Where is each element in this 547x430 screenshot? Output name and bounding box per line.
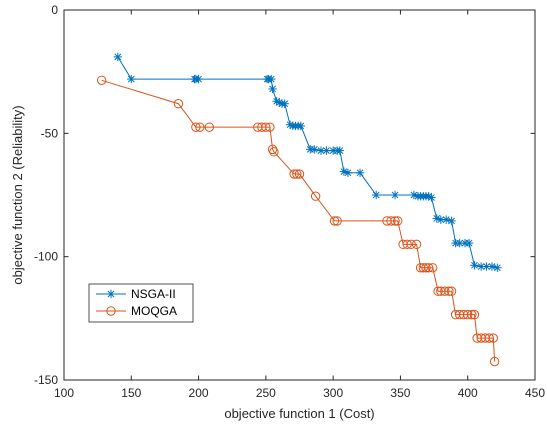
data-point	[127, 74, 136, 84]
data-point	[489, 356, 500, 367]
data-point	[469, 309, 480, 320]
legend-label: NSGA-II	[131, 287, 176, 301]
data-point	[191, 122, 201, 132]
y-tick-label: -100	[34, 250, 58, 264]
legend-entry: MOQGA	[96, 304, 177, 318]
x-tick-label: 150	[121, 386, 141, 400]
data-point	[464, 238, 474, 248]
data-point	[390, 216, 400, 226]
data-point	[173, 99, 184, 109]
data-point	[269, 147, 279, 157]
data-point	[339, 167, 349, 176]
legend-entry: NSGA-II	[96, 287, 176, 301]
data-point	[296, 121, 306, 131]
data-point	[261, 122, 271, 132]
x-tick-label: 450	[525, 386, 545, 400]
y-tick-label: -50	[41, 126, 59, 140]
data-point	[463, 309, 473, 320]
legend-label: MOQGA	[131, 304, 177, 318]
data-point	[470, 261, 479, 270]
x-tick-label: 250	[256, 386, 276, 400]
data-point	[432, 214, 441, 223]
data-point	[194, 74, 203, 84]
data-point	[428, 263, 438, 273]
data-point	[268, 84, 277, 94]
x-tick-label: 100	[54, 386, 74, 400]
data-point	[418, 263, 429, 273]
y-axis-label: objective function 2 (Reliability)	[10, 105, 25, 284]
y-ticks: 0 -50 -100 -150	[34, 3, 535, 387]
data-point	[113, 52, 123, 62]
data-point	[106, 306, 116, 316]
axes-box	[63, 9, 536, 381]
data-point	[487, 262, 497, 271]
data-point	[411, 239, 422, 250]
plot-area	[64, 10, 535, 380]
data-point	[467, 309, 477, 320]
legend-entries: NSGA-II MOQGA	[96, 287, 177, 318]
data-point	[265, 122, 275, 132]
data-point	[440, 286, 450, 296]
data-point	[493, 263, 502, 272]
data-point	[106, 289, 116, 299]
data-point	[390, 190, 400, 200]
x-tick-label: 350	[390, 386, 410, 400]
legend: NSGA-II MOQGA	[88, 283, 194, 323]
data-point	[409, 190, 419, 200]
series-nsga-ii	[113, 52, 502, 272]
data-point	[195, 122, 205, 132]
x-axis-label: objective function 1 (Cost)	[224, 406, 374, 421]
data-point	[393, 216, 403, 226]
data-point	[433, 286, 443, 296]
data-point	[267, 74, 276, 84]
data-point	[423, 263, 434, 273]
data-point	[335, 146, 345, 155]
data-point	[446, 286, 457, 296]
data-point	[204, 122, 215, 132]
x-tick-label: 200	[189, 386, 209, 400]
data-point	[421, 263, 431, 273]
data-point	[343, 168, 353, 177]
axes-layer	[63, 9, 536, 381]
legend-box	[88, 283, 194, 323]
data-point	[332, 216, 342, 226]
data-point	[310, 145, 319, 154]
data-point	[488, 333, 498, 343]
x-ticks: 100 150 200 250 300 350 400 450	[54, 10, 545, 400]
data-point	[427, 193, 436, 202]
data-point	[310, 191, 321, 201]
y-tick-label: -150	[34, 373, 58, 387]
data-point	[447, 216, 456, 226]
data-point	[355, 168, 365, 177]
data-point	[280, 99, 289, 108]
series-layer	[96, 52, 502, 367]
data-point	[484, 333, 494, 343]
data-point	[386, 216, 396, 226]
data-point	[372, 190, 381, 200]
data-point	[406, 239, 416, 250]
data-point	[444, 286, 454, 296]
data-point	[267, 144, 278, 155]
data-point	[402, 239, 412, 250]
x-tick-label: 400	[458, 386, 478, 400]
x-tick-label: 300	[323, 386, 343, 400]
data-point	[292, 169, 302, 179]
series-moqga	[96, 75, 500, 367]
data-point	[96, 75, 107, 86]
data-point	[289, 169, 299, 179]
data-point	[329, 216, 340, 226]
series-line	[117, 56, 498, 269]
data-point	[441, 215, 451, 224]
y-tick-label: 0	[51, 3, 58, 17]
data-point	[294, 169, 305, 179]
